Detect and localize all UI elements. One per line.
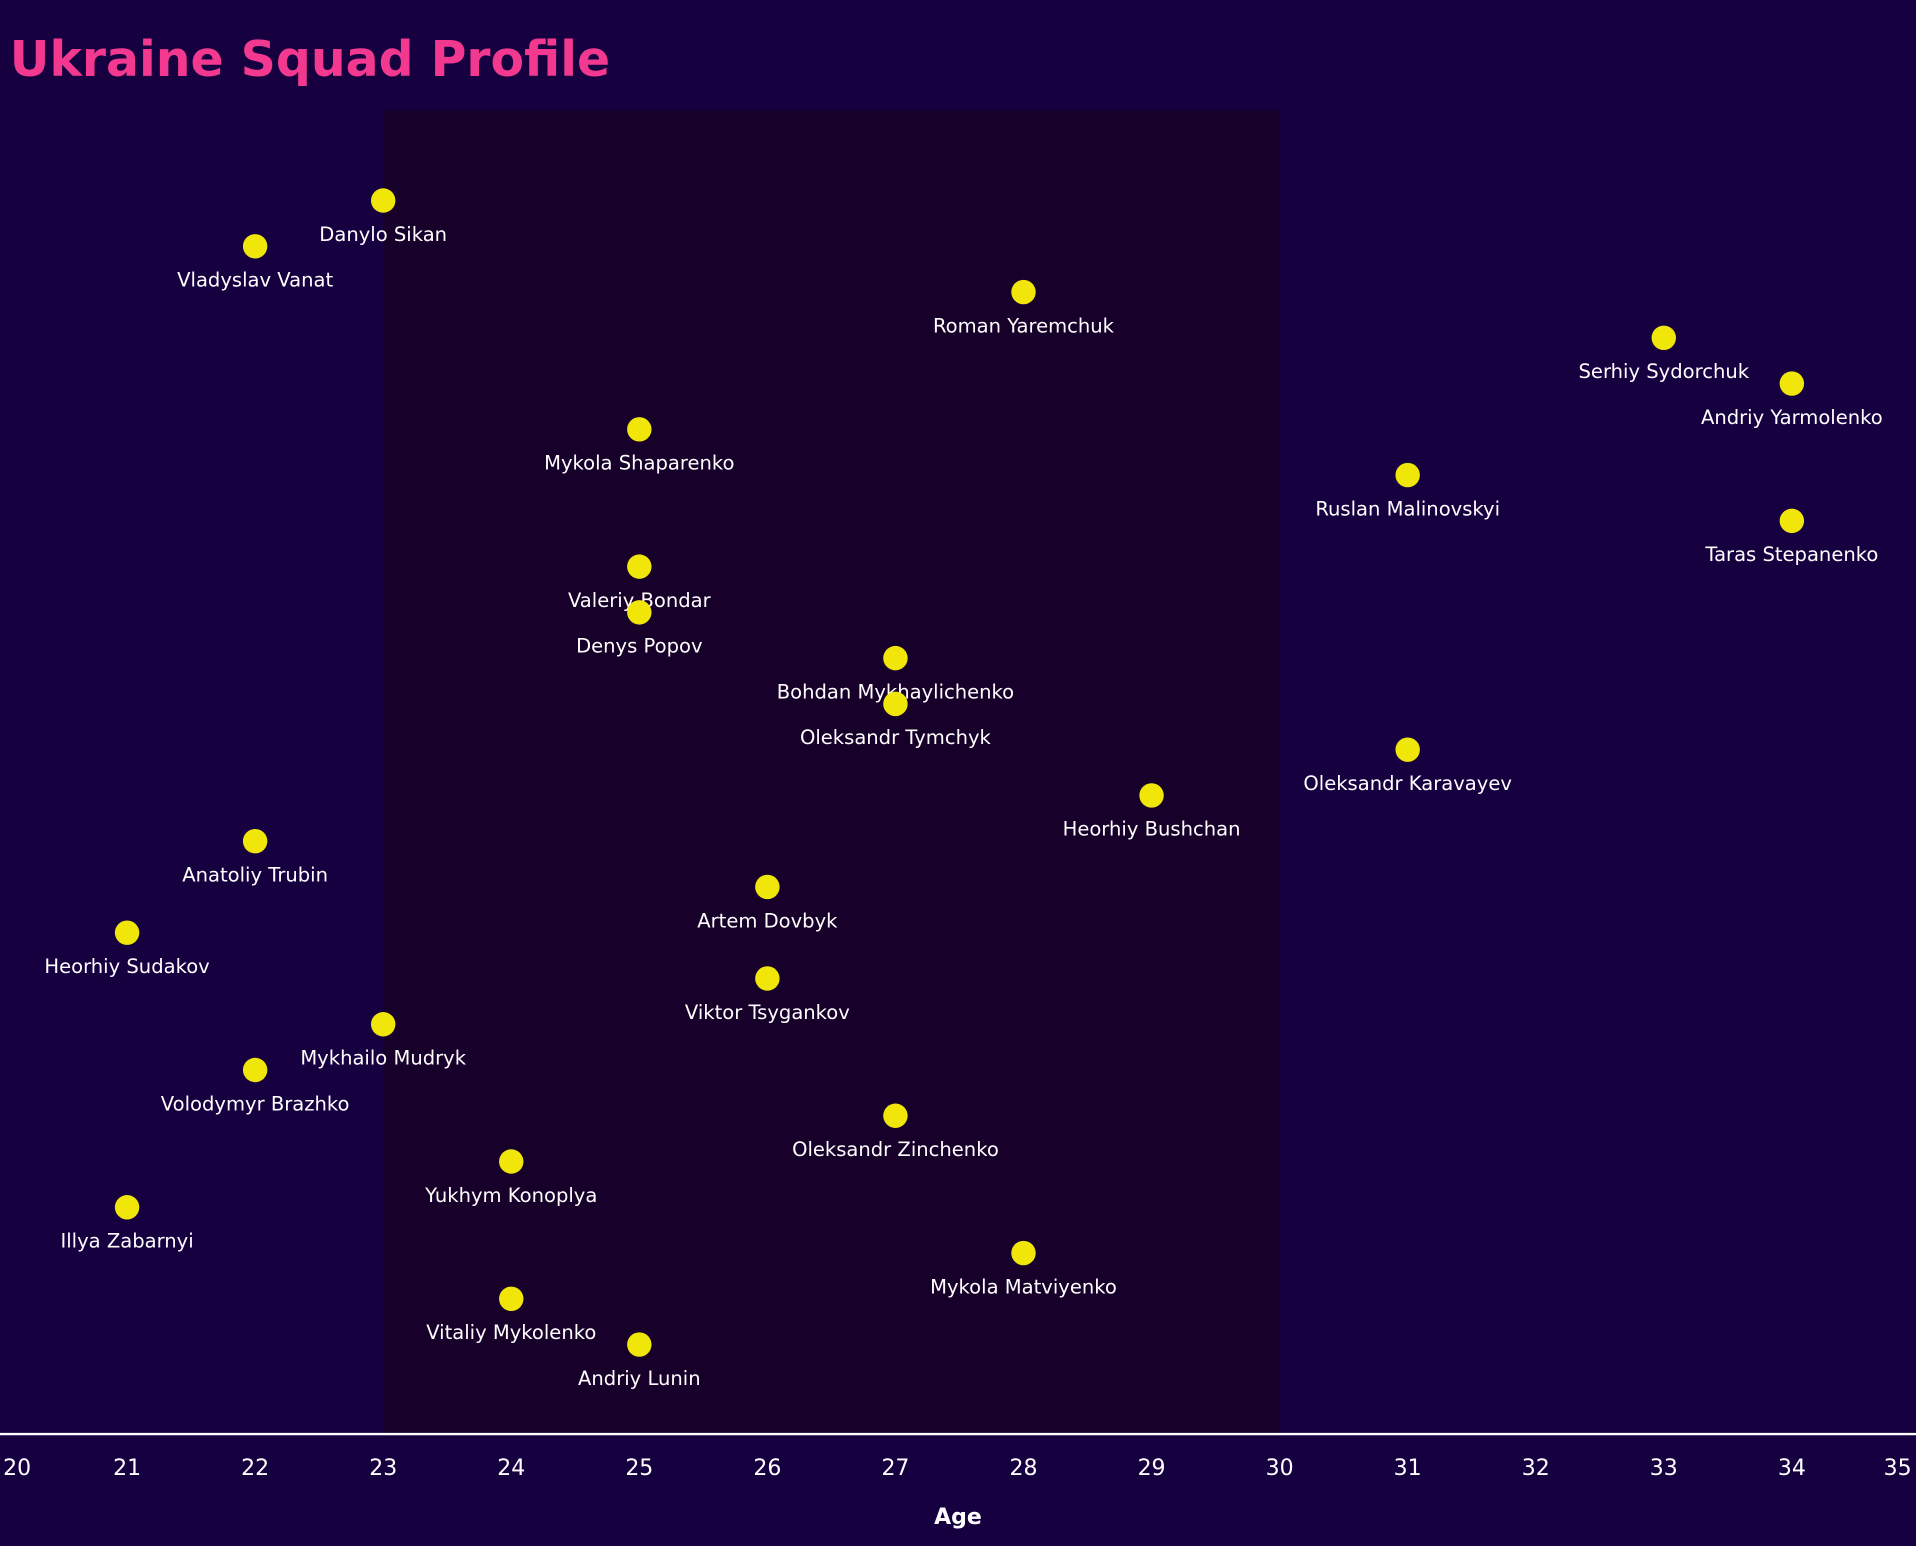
data-point[interactable] bbox=[114, 1195, 140, 1220]
data-point[interactable] bbox=[499, 1149, 524, 1174]
data-point[interactable] bbox=[1011, 279, 1036, 305]
data-point[interactable] bbox=[1395, 737, 1420, 762]
point-label: Heorhiy Bushchan bbox=[1063, 818, 1241, 841]
x-tick-label: 25 bbox=[625, 1456, 653, 1481]
data-point[interactable] bbox=[755, 966, 780, 991]
x-tick-label: 31 bbox=[1394, 1456, 1422, 1481]
x-tick-label: 24 bbox=[497, 1456, 525, 1481]
x-tick-label: 28 bbox=[1010, 1456, 1038, 1481]
point-label: Andriy Lunin bbox=[578, 1367, 701, 1390]
data-point[interactable] bbox=[627, 554, 652, 579]
data-point[interactable] bbox=[883, 1103, 908, 1128]
point-label: Andriy Yarmolenko bbox=[1701, 406, 1883, 429]
data-point[interactable] bbox=[1779, 371, 1805, 396]
point-label: Mykhailo Mudryk bbox=[300, 1047, 466, 1070]
point-label: Mykola Shaparenko bbox=[544, 452, 734, 475]
data-point[interactable] bbox=[370, 188, 396, 213]
point-label: Illya Zabarnyi bbox=[60, 1230, 193, 1253]
x-tick-label: 23 bbox=[369, 1456, 397, 1481]
data-point[interactable] bbox=[1139, 783, 1164, 808]
x-tick-label: 34 bbox=[1778, 1456, 1806, 1481]
chart-title: Ukraine Squad Profile bbox=[10, 31, 610, 88]
x-tick-label: 29 bbox=[1138, 1456, 1166, 1481]
data-point[interactable] bbox=[499, 1286, 524, 1312]
point-label: Mykola Matviyenko bbox=[930, 1275, 1117, 1298]
data-point[interactable] bbox=[1011, 1240, 1036, 1266]
data-point[interactable] bbox=[627, 1332, 652, 1357]
points-layer: Danylo Sikan Vladyslav Vanat Roman Yaremch… bbox=[44, 188, 1883, 1390]
x-tick-label: 27 bbox=[881, 1456, 909, 1481]
point-label: Yukhym Konoplya bbox=[424, 1184, 597, 1207]
point-label: Oleksandr Zinchenko bbox=[792, 1138, 999, 1161]
point-label: Serhiy Sydorchuk bbox=[1579, 360, 1750, 383]
point-label: Oleksandr Karavayev bbox=[1303, 772, 1512, 795]
x-tick-label: 20 bbox=[3, 1456, 31, 1481]
data-point[interactable] bbox=[1779, 508, 1805, 534]
x-tick-label: 32 bbox=[1522, 1456, 1550, 1481]
point-label: Roman Yaremchuk bbox=[933, 314, 1115, 337]
data-point[interactable] bbox=[1651, 325, 1677, 351]
data-point[interactable] bbox=[1395, 462, 1420, 488]
point-label: Anatoliy Trubin bbox=[182, 864, 328, 887]
highlight-band bbox=[383, 110, 1280, 1434]
point-label: Heorhiy Sudakov bbox=[44, 955, 209, 978]
point-label: Vitaliy Mykolenko bbox=[426, 1321, 596, 1344]
point-label: Oleksandr Tymchyk bbox=[800, 726, 992, 749]
x-tick-label: 30 bbox=[1266, 1456, 1294, 1481]
data-point[interactable] bbox=[883, 645, 908, 671]
point-label: Artem Dovbyk bbox=[697, 909, 838, 932]
point-label: Danylo Sikan bbox=[319, 223, 447, 246]
data-point[interactable] bbox=[370, 1012, 396, 1037]
data-point[interactable] bbox=[242, 1057, 268, 1083]
x-tick-label: 35 bbox=[1884, 1456, 1912, 1481]
x-tick-label: 33 bbox=[1650, 1456, 1678, 1481]
x-tick-label: 21 bbox=[113, 1456, 141, 1481]
data-point[interactable] bbox=[114, 920, 140, 945]
data-point[interactable] bbox=[627, 417, 652, 442]
data-point[interactable] bbox=[627, 600, 652, 625]
point-label: Viktor Tsygankov bbox=[685, 1001, 850, 1024]
data-point[interactable] bbox=[242, 828, 268, 854]
x-axis-ticks: 20 21 22 23 24 25 26 27 28 29 30 31 32 33 34 35 bbox=[3, 1456, 1912, 1481]
data-point[interactable] bbox=[883, 691, 908, 717]
x-axis-label: Age bbox=[934, 1505, 982, 1530]
x-tick-label: 22 bbox=[241, 1456, 269, 1481]
point-label: Ruslan Malinovskyi bbox=[1315, 497, 1500, 520]
data-point[interactable] bbox=[242, 234, 268, 259]
point-label: Taras Stepanenko bbox=[1704, 543, 1878, 566]
x-tick-label: 26 bbox=[753, 1456, 781, 1481]
point-label: Denys Popov bbox=[576, 635, 702, 658]
point-label: Volodymyr Brazhko bbox=[161, 1092, 350, 1115]
point-label: Vladyslav Vanat bbox=[177, 269, 333, 292]
data-point[interactable] bbox=[755, 874, 780, 900]
